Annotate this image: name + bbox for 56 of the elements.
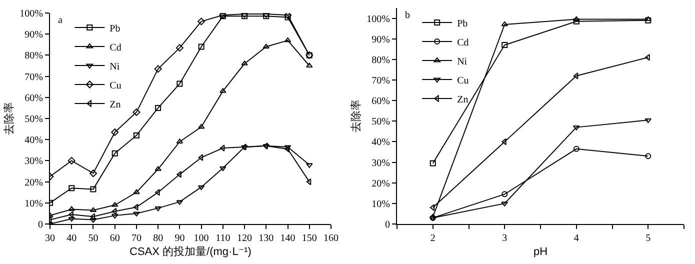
x-tick-label: 70 [131, 233, 142, 244]
legend-label: Pb [457, 18, 468, 30]
y-tick-label: 30% [372, 158, 390, 169]
legend-label: Cd [457, 37, 469, 48]
x-tick-label: 3 [502, 233, 508, 244]
x-axis-title: CSAX 的投加量/(mg·L⁻¹) [130, 245, 252, 258]
x-tick-label: 130 [258, 233, 274, 244]
y-tick-label: 40% [24, 135, 43, 146]
legend-label: Zn [110, 99, 121, 110]
legend-label: Pb [110, 23, 120, 34]
x-tick-label: 110 [216, 233, 230, 244]
x-tick-label: 50 [88, 233, 98, 244]
annotation: b [405, 10, 410, 21]
y-tick-label: 60% [24, 92, 43, 104]
y-tick-label: 30% [24, 156, 43, 168]
x-tick-label: 4 [574, 233, 579, 244]
y-axis-title: 去除率 [349, 100, 362, 132]
y-tick-label: 0 [385, 220, 390, 230]
y-tick-label: 60% [372, 96, 390, 108]
x-tick-label: 90 [174, 233, 185, 244]
legend-label: Cu [110, 80, 122, 92]
y-tick-label: 80% [372, 54, 390, 66]
y-axis-title: 去除率 [2, 102, 16, 135]
x-tick-label: 40 [66, 233, 77, 244]
y-tick-label: 0 [38, 220, 43, 230]
y-tick-label: 90% [24, 30, 43, 41]
x-tick-label: 140 [280, 233, 296, 244]
y-tick-label: 100% [366, 14, 390, 25]
legend-label: Ni [110, 61, 120, 72]
x-tick-label: 30 [45, 233, 55, 244]
x-tick-label: 60 [110, 233, 120, 244]
legend-label: Ni [457, 56, 468, 68]
y-tick-label: 20% [24, 177, 43, 188]
legend-label: Zn [457, 94, 468, 106]
y-tick-label: 50% [372, 116, 390, 128]
x-tick-label: 2 [430, 233, 436, 244]
y-tick-label: 90% [372, 34, 390, 46]
x-tick-label: 100 [194, 233, 209, 244]
y-tick-label: 50% [24, 114, 43, 125]
y-tick-label: 100% [20, 8, 43, 20]
y-tick-label: 80% [24, 50, 43, 62]
x-tick-label: 160 [324, 233, 338, 244]
x-tick-label: 120 [237, 233, 252, 244]
x-tick-label: 80 [153, 233, 164, 244]
y-tick-label: 70% [372, 76, 390, 86]
annotation: a [58, 15, 63, 26]
legend-label: Cu [457, 75, 469, 86]
y-tick-label: 20% [372, 178, 390, 190]
y-tick-label: 10% [24, 198, 43, 210]
y-tick-label: 40% [372, 137, 390, 148]
y-tick-label: 70% [24, 72, 43, 83]
y-tick-label: 10% [372, 198, 390, 210]
x-tick-label: 5 [646, 233, 651, 244]
x-axis-title: pH [533, 246, 548, 258]
legend-label: Cd [110, 42, 122, 54]
x-tick-label: 150 [302, 233, 317, 244]
